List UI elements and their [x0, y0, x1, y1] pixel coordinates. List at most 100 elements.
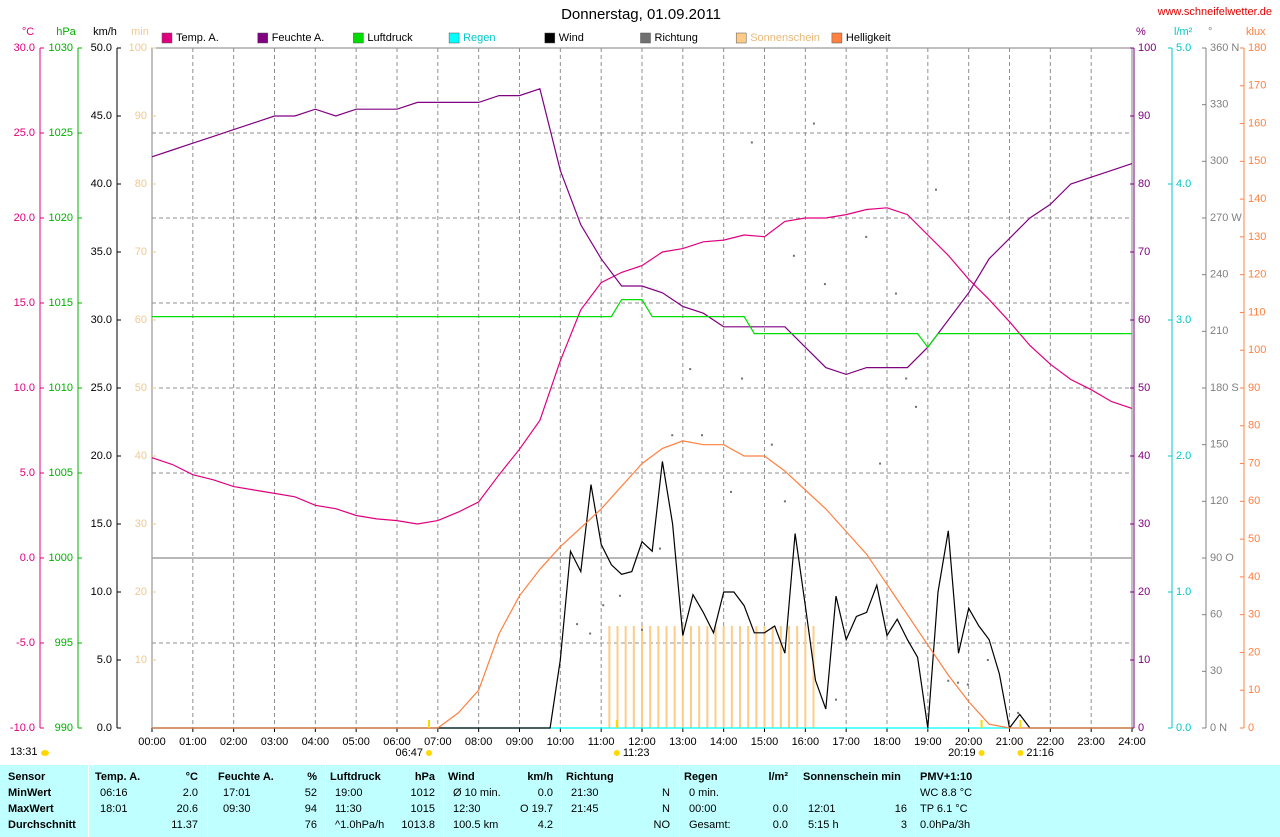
statistics-table: Sensor MinWert MaxWert Durchschnitt Temp. A.… — [0, 765, 1280, 837]
y-tick-label: 10.0 — [14, 382, 35, 394]
y-tick-label: 150 — [1248, 155, 1266, 167]
y-tick-label: 0.0 — [97, 722, 112, 734]
event-icon — [1017, 750, 1024, 756]
dot — [576, 623, 579, 626]
dot — [1017, 711, 1020, 714]
table-cell: 09:30 — [223, 803, 251, 815]
table-cell: 19:00 — [335, 787, 363, 799]
dot — [914, 405, 917, 408]
dot — [730, 490, 733, 493]
event-icon — [425, 750, 432, 756]
x-tick-label: 01:00 — [179, 736, 207, 748]
y-tick-label: 180 S — [1210, 382, 1239, 394]
legend-swatch — [640, 32, 651, 44]
legend-swatch — [831, 32, 843, 44]
column-separator — [443, 765, 444, 837]
dot — [671, 434, 674, 437]
event-label: 11:23 — [623, 747, 650, 759]
table-header: Regen — [684, 771, 718, 783]
table-cell: 0.0 — [772, 819, 788, 831]
legend-swatch — [544, 32, 556, 44]
legend-label: Wind — [559, 32, 584, 44]
dot — [957, 681, 960, 684]
y-tick-label: 1020 — [49, 212, 73, 224]
y-tick-label: 300 — [1210, 155, 1228, 167]
dot — [641, 628, 643, 631]
table-cell: 76 — [304, 819, 317, 831]
x-tick-label: 12:00 — [628, 736, 656, 748]
y-tick-label: 70 — [1138, 246, 1150, 258]
legend-swatch — [257, 32, 268, 44]
table-cell: 20.6 — [176, 803, 198, 815]
y-tick-label: 120 — [1210, 495, 1228, 507]
table-header: Richtung — [566, 771, 614, 783]
bar — [616, 626, 619, 728]
y-tick-label: 5.0 — [1176, 42, 1191, 54]
y-tick-label: 40 — [1138, 450, 1150, 462]
x-tick-label: 08:00 — [465, 736, 493, 748]
series-line — [152, 440, 1132, 729]
y-tick-label: -10.0 — [10, 722, 35, 734]
y-tick-label: 30 — [1248, 609, 1260, 621]
dot — [834, 698, 837, 701]
dot — [618, 594, 621, 597]
table-header: MaxWert — [8, 803, 54, 815]
bar — [690, 626, 692, 728]
x-tick-label: 17:00 — [832, 736, 860, 748]
dot — [894, 292, 897, 295]
table-cell: TP 6.1 °C — [920, 803, 968, 815]
x-tick-label: 18:00 — [873, 736, 901, 748]
bar — [673, 626, 676, 728]
table-cell: 0.0 — [772, 803, 788, 815]
dot — [823, 283, 826, 286]
y-tick-label: 210 — [1210, 325, 1228, 337]
legend-label: Richtung — [655, 32, 698, 44]
dot — [812, 122, 815, 125]
x-tick-label: 19:00 — [914, 736, 942, 748]
bar — [779, 626, 782, 728]
table-header: Wind — [448, 771, 475, 783]
y-tick-label: 140 — [1248, 193, 1266, 205]
axis-unit-label: km/h — [93, 26, 117, 38]
y-tick-label: 20.0 — [91, 450, 112, 462]
y-tick-label: 130 — [1248, 231, 1266, 243]
y-tick-label: 160 — [1248, 117, 1266, 129]
y-tick-label: 1030 — [49, 42, 73, 54]
y-tick-label: 100 — [1248, 344, 1266, 356]
y-tick-label: 2.0 — [1176, 450, 1191, 462]
y-tick-label: 0.0 — [1176, 722, 1191, 734]
x-tick-label: 14:00 — [710, 736, 738, 748]
x-tick-label: 07:00 — [424, 736, 452, 748]
table-header: l/m² — [768, 771, 788, 783]
y-tick-label: 0 — [1248, 722, 1254, 734]
y-tick-label: 0.0 — [20, 552, 35, 564]
y-tick-label: 80 — [135, 178, 147, 190]
bar — [739, 626, 741, 728]
y-tick-label: 4.0 — [1176, 178, 1191, 190]
table-header: Luftdruck — [330, 771, 381, 783]
source-link: www.schneifelwetter.de — [1157, 6, 1272, 18]
bar — [755, 626, 758, 728]
table-cell: 52 — [304, 787, 317, 799]
y-tick-label: 120 — [1248, 269, 1266, 281]
table-header: MinWert — [8, 787, 52, 799]
y-tick-label: 1000 — [49, 552, 73, 564]
y-tick-label: 20 — [1138, 586, 1150, 598]
legend-swatch — [448, 32, 460, 44]
x-tick-label: 02:00 — [220, 736, 248, 748]
table-header: % — [307, 771, 317, 783]
table-cell: 11:30 — [335, 803, 362, 815]
table-header: Sonnenschein min — [803, 771, 901, 783]
dot — [935, 188, 937, 191]
table-header: hPa — [414, 771, 435, 783]
table-cell: 17:01 — [223, 787, 251, 799]
axis-unit-label: hPa — [56, 26, 76, 38]
chart: Donnerstag, 01.09.2011 www.schneifelwett… — [10, 6, 1272, 759]
event-label: 21:16 — [1026, 747, 1054, 759]
y-tick-label: 60 — [1248, 495, 1260, 507]
table-cell: 3 — [900, 819, 907, 831]
event-label: 20:19 — [948, 747, 976, 759]
y-tick-label: 90 — [1138, 110, 1150, 122]
table-cell: Ø 10 min. — [453, 787, 501, 799]
table-cell: 5:15 h — [808, 819, 839, 831]
